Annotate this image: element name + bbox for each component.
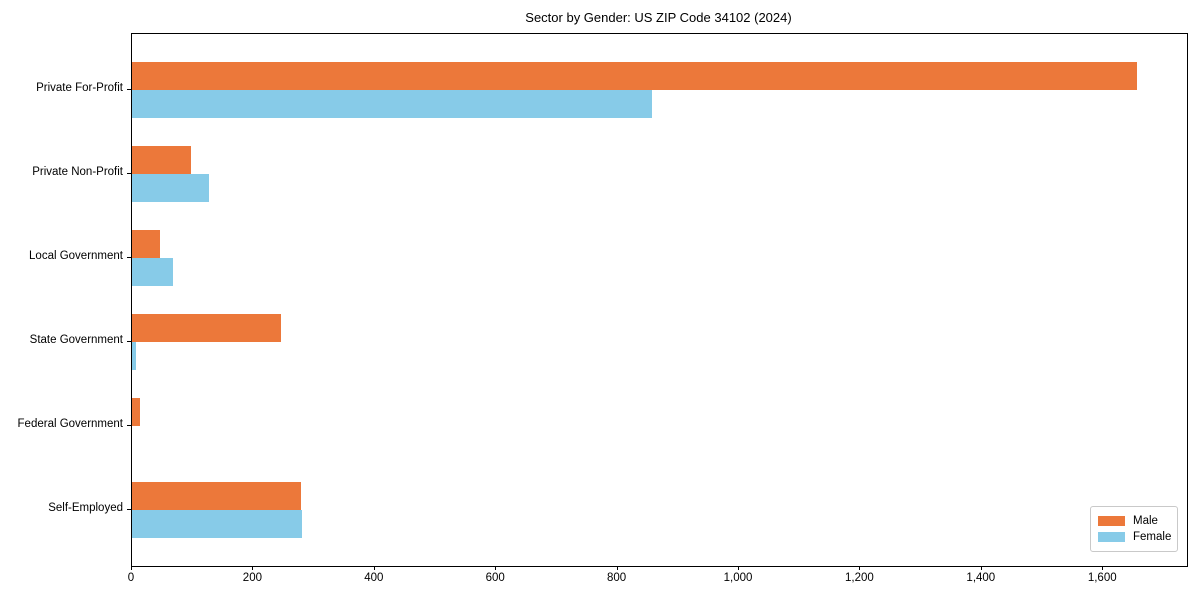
bar-male-private-for-profit [132,62,1137,90]
x-tick-mark [616,566,618,570]
female-series-swatch-icon [1098,532,1125,542]
x-axis-tick-label: 1,400 [966,572,996,584]
y-tick-mark [127,257,131,258]
x-tick-mark [131,566,132,570]
x-axis-tick-label: 400 [364,572,384,584]
chart-title: Sector by Gender: US ZIP Code 34102 (202… [525,10,792,25]
y-axis-label-self-employed: Self-Employed [48,502,123,514]
bar-male-local-government [132,230,160,258]
bar-female-private-for-profit [132,90,652,118]
y-tick-mark [127,425,131,426]
x-axis-tick-label: 1,200 [845,572,874,584]
x-tick-mark [373,566,375,570]
bar-female-private-non-profit [132,174,209,202]
bar-female-local-government [132,258,173,286]
x-tick-mark [738,566,740,570]
y-axis-label-private-for-profit: Private For-Profit [36,82,123,94]
bar-male-state-government [132,314,281,342]
y-tick-mark [127,341,131,342]
bar-female-state-government [132,342,136,370]
y-tick-mark [127,173,131,174]
legend-item-female: Female [1098,529,1172,545]
x-axis-tick-label: 200 [242,572,262,584]
y-tick-mark [127,509,131,510]
y-axis-label-local-government: Local Government [29,250,123,262]
legend-label-male: Male [1133,515,1158,527]
x-axis-tick-label: 800 [607,572,627,584]
x-tick-mark [495,566,497,570]
legend: Male Female [1090,506,1178,552]
bar-male-federal-government [132,398,140,426]
legend-label-female: Female [1133,531,1172,543]
bar-male-self-employed [132,482,301,510]
bar-female-self-employed [132,510,302,538]
x-axis-tick-label: 0 [127,572,135,584]
y-tick-mark [127,89,131,90]
x-tick-mark [980,566,982,570]
legend-item-male: Male [1098,513,1169,529]
male-series-swatch-icon [1098,516,1125,526]
x-axis-tick-label: 1,000 [723,572,753,584]
plot-area [131,33,1188,567]
y-axis-label-private-non-profit: Private Non-Profit [32,166,123,178]
x-tick-mark [859,566,861,570]
y-axis-label-state-government: State Government [29,334,123,346]
y-axis-label-federal-government: Federal Government [17,418,123,430]
x-tick-mark [1102,566,1104,570]
bar-male-private-non-profit [132,146,191,174]
x-axis-tick-label: 1,600 [1087,572,1117,584]
x-tick-mark [252,566,254,570]
x-axis-tick-label: 600 [485,572,505,584]
